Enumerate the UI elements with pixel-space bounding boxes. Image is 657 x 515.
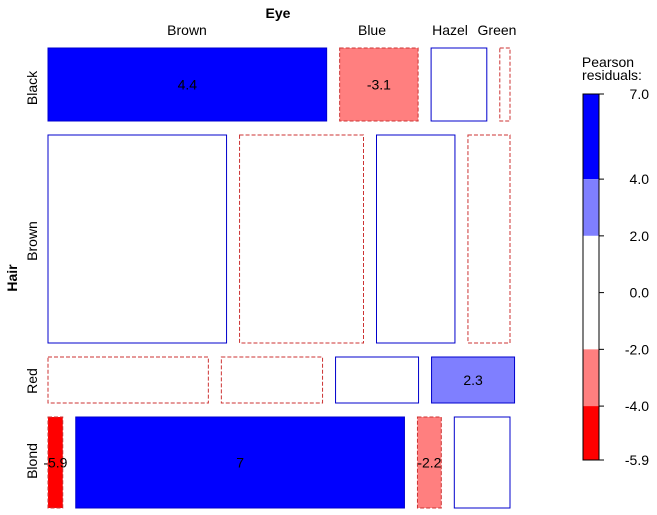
tile-red-hair-hazel-eye	[335, 356, 420, 404]
tile-label-blond-brown: -5.9	[43, 455, 67, 471]
col-label-green: Green	[478, 22, 517, 38]
row-variable-label: Hair	[4, 264, 20, 292]
tile-brown-hair-green-eye	[467, 134, 511, 344]
row-label-red: Red	[24, 368, 40, 394]
tile-black-hair-green-eye	[499, 47, 511, 122]
tile-red-hair-green-eye	[431, 356, 516, 404]
col-variable-label: Eye	[266, 5, 291, 21]
tile-blond-hair-green-eye	[453, 416, 511, 509]
tile-label-black-blue: -3.1	[367, 77, 391, 93]
legend-tick-label-1: 4.0	[630, 171, 650, 187]
tile-black-hair-brown-eye	[47, 47, 328, 122]
legend-band-2	[583, 235, 599, 350]
legend-title-line-2: residuals:	[582, 67, 642, 83]
legend-tick-label-2: 2.0	[630, 228, 650, 244]
legend-band-1	[583, 179, 599, 236]
legend-band-3	[583, 349, 599, 407]
tile-black-hair-hazel-eye	[430, 47, 488, 122]
tile-brown-hair-brown-eye	[47, 134, 228, 344]
legend-tick-label-5: -4.0	[625, 398, 649, 414]
legend-tick-label-0: 7.0	[630, 86, 650, 102]
tile-red-hair-brown-eye	[47, 356, 209, 404]
legend-tick-label-6: -5.9	[625, 452, 649, 468]
tile-blond-hair-hazel-eye	[416, 416, 442, 509]
tile-brown-hair-blue-eye	[239, 134, 364, 344]
col-label-brown: Brown	[167, 22, 207, 38]
legend-color-bands	[583, 94, 599, 460]
mosaic-tiles: 4.4 -3.1 2.3 -5.9 7 -2.2	[43, 47, 516, 509]
tile-label-black-brown: 4.4	[178, 77, 198, 93]
row-label-blond: Blond	[24, 443, 40, 479]
legend-title-line-1: Pearson	[582, 54, 634, 70]
tile-blond-hair-brown-eye	[47, 416, 64, 509]
col-label-blue: Blue	[358, 22, 386, 38]
legend-band-0	[583, 94, 599, 180]
legend-tick-label-3: 0.0	[630, 285, 650, 301]
tile-blond-hair-blue-eye	[75, 416, 405, 509]
tile-black-hair-blue-eye	[339, 47, 419, 122]
legend-tick-label-4: -2.0	[625, 341, 649, 357]
tile-red-hair-blue-eye	[220, 356, 324, 404]
col-label-hazel: Hazel	[432, 22, 468, 38]
residual-legend: Pearson residuals: 7.0 4.0 2.0 0.0 -2.0 -4.0 -…	[582, 54, 649, 468]
row-label-brown: Brown	[24, 221, 40, 261]
legend-ticks: 7.0 4.0 2.0 0.0 -2.0 -4.0 -5.9	[599, 86, 649, 468]
tile-brown-hair-hazel-eye	[376, 134, 456, 344]
tile-label-blond-blue: 7	[236, 455, 244, 471]
legend-band-4	[583, 406, 599, 460]
tile-label-blond-hazel: -2.2	[417, 455, 441, 471]
legend-frame	[582, 93, 600, 461]
tile-label-red-green: 2.3	[463, 372, 483, 388]
row-label-black: Black	[24, 70, 40, 105]
